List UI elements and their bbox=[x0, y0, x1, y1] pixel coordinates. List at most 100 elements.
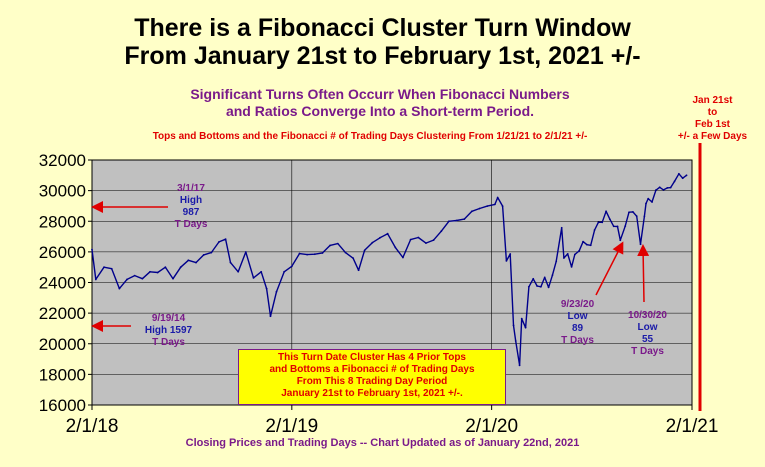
data-point bbox=[371, 241, 374, 244]
data-point bbox=[570, 265, 573, 268]
data-point bbox=[601, 221, 604, 224]
y-tick-label: 32000 bbox=[39, 151, 86, 170]
data-point bbox=[195, 261, 197, 264]
data-point bbox=[578, 249, 581, 252]
chart-title-line1: There is a Fibonacci Cluster Turn Window bbox=[134, 14, 631, 42]
window-note-line: +/- a Few Days bbox=[677, 131, 748, 142]
data-point bbox=[202, 254, 205, 256]
data-point bbox=[269, 315, 272, 318]
data-point bbox=[110, 267, 113, 270]
data-point bbox=[562, 257, 565, 259]
data-point bbox=[612, 225, 615, 228]
annotation-sep2020-low: 9/23/20 Low 89 T Days bbox=[545, 299, 610, 347]
y-tick-label: 16000 bbox=[39, 396, 86, 415]
data-point bbox=[275, 290, 278, 293]
data-point bbox=[547, 286, 550, 289]
data-point bbox=[210, 251, 213, 254]
data-point bbox=[179, 266, 182, 269]
data-point bbox=[306, 253, 309, 256]
y-tick-label: 30000 bbox=[39, 182, 86, 201]
data-point bbox=[494, 203, 496, 206]
data-point bbox=[448, 220, 450, 223]
data-point bbox=[643, 215, 646, 218]
arrow-oct2020 bbox=[637, 244, 650, 303]
data-point bbox=[463, 218, 466, 221]
annotation-oct2020-low: 10/30/20 Low 55 T Days bbox=[615, 310, 680, 358]
window-note-line: Jan 21st bbox=[692, 95, 733, 106]
data-point bbox=[394, 246, 397, 249]
data-point bbox=[631, 211, 634, 213]
annotation-line: 987 bbox=[182, 207, 200, 218]
data-point bbox=[555, 260, 558, 263]
data-point bbox=[669, 186, 672, 189]
annotation-line: Low bbox=[637, 322, 658, 333]
callout-line: January 21st to February 1st, 2021 +/-. bbox=[281, 388, 463, 399]
window-note: Jan 21st to Feb 1st +/- a Few Days bbox=[660, 95, 765, 143]
data-point bbox=[455, 219, 458, 222]
data-point bbox=[172, 277, 174, 280]
data-point bbox=[118, 287, 121, 290]
y-tick-label: 20000 bbox=[39, 335, 86, 354]
data-point bbox=[386, 232, 389, 235]
data-point bbox=[524, 326, 527, 329]
data-point bbox=[593, 229, 596, 231]
data-point bbox=[402, 256, 404, 259]
data-point bbox=[543, 276, 546, 279]
data-point bbox=[685, 174, 688, 177]
data-point bbox=[244, 251, 247, 253]
y-tick-label: 22000 bbox=[39, 304, 86, 323]
callout-line: From This 8 Trading Day Period bbox=[296, 376, 448, 387]
data-point bbox=[156, 271, 159, 274]
annotation-line: T Days bbox=[152, 337, 185, 348]
data-point bbox=[673, 180, 676, 183]
data-point bbox=[363, 249, 366, 252]
data-point bbox=[187, 259, 190, 262]
data-point bbox=[639, 243, 642, 246]
annotation-line: 9/19/14 bbox=[151, 313, 186, 324]
data-point bbox=[532, 277, 535, 280]
data-point bbox=[265, 287, 268, 290]
window-note-line: to bbox=[707, 107, 718, 118]
data-point bbox=[237, 270, 240, 273]
data-point bbox=[681, 177, 684, 180]
data-point bbox=[486, 205, 489, 207]
window-note-line: Feb 1st bbox=[694, 119, 730, 130]
series-line bbox=[91, 173, 687, 366]
data-point bbox=[91, 248, 93, 251]
annotation-line: 10/30/20 bbox=[628, 310, 667, 321]
data-point bbox=[218, 241, 220, 243]
data-point bbox=[677, 172, 680, 175]
annotation-line: 55 bbox=[641, 334, 654, 345]
data-point bbox=[329, 244, 332, 247]
data-point bbox=[551, 274, 554, 277]
data-point bbox=[298, 252, 301, 255]
annotation-line: Low bbox=[567, 311, 588, 322]
arrow-sep2020 bbox=[595, 241, 624, 296]
y-tick-label: 26000 bbox=[39, 243, 86, 262]
data-point bbox=[514, 340, 517, 342]
annotation-line: 3/1/17 bbox=[177, 183, 205, 194]
annotation-2014-high: 9/19/14 High 1597 T Days bbox=[131, 313, 206, 349]
chart-title-line2: From January 21st to February 1st, 2021 … bbox=[124, 42, 641, 70]
data-point bbox=[409, 238, 412, 241]
annotation-line: T Days bbox=[174, 219, 208, 230]
data-point bbox=[616, 225, 619, 228]
data-point bbox=[654, 189, 657, 192]
subtitle-line2: and Ratios Converge Into a Short-term Pe… bbox=[225, 103, 535, 119]
data-point bbox=[126, 278, 128, 281]
data-point bbox=[658, 186, 661, 189]
data-point bbox=[645, 202, 647, 205]
data-point bbox=[527, 285, 530, 288]
data-point bbox=[336, 242, 339, 245]
annotation-line: High 1597 bbox=[144, 325, 193, 336]
data-point bbox=[624, 225, 627, 228]
y-tick-label: 18000 bbox=[39, 365, 86, 384]
data-point bbox=[344, 251, 347, 254]
annotation-line: 89 bbox=[571, 323, 584, 334]
data-point bbox=[103, 266, 105, 269]
data-point bbox=[229, 261, 232, 264]
data-point bbox=[573, 253, 576, 256]
data-point bbox=[585, 243, 588, 246]
y-tick-label: 24000 bbox=[39, 274, 86, 293]
x-tick-label: 2/1/20 bbox=[465, 416, 518, 437]
